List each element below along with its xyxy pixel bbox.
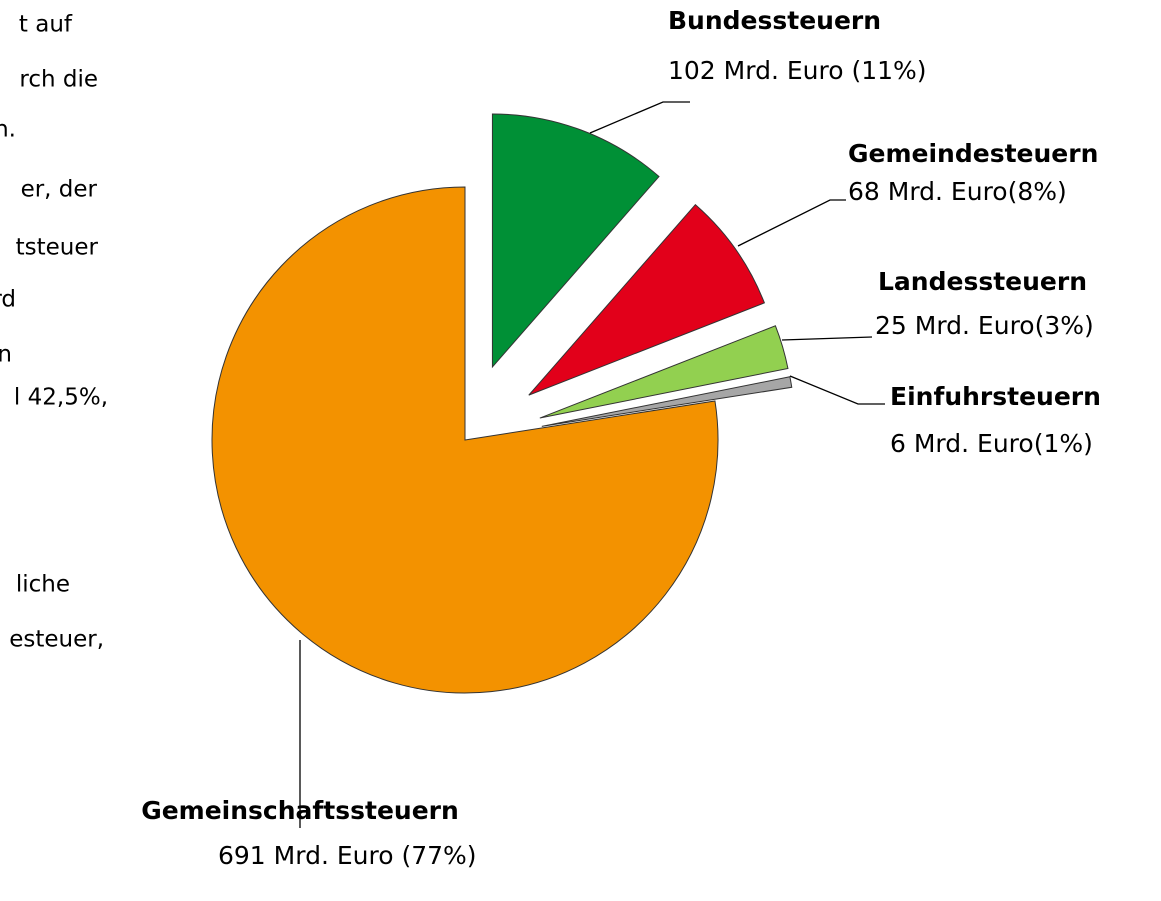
value-label: 691 Mrd. Euro (77%): [218, 841, 477, 870]
side-text: rd: [0, 287, 16, 313]
leader-line: [789, 375, 885, 405]
pie-slice: [528, 203, 766, 396]
category-label: Gemeinschaftssteuern: [141, 796, 459, 825]
leader-line: [589, 101, 690, 134]
side-text: n: [0, 342, 12, 368]
category-label: Landessteuern: [878, 267, 1087, 296]
value-label: 6 Mrd. Euro(1%): [890, 429, 1093, 458]
pie-slice: [541, 376, 793, 427]
side-text: t auf: [19, 12, 73, 38]
leader-line: [737, 199, 846, 247]
leader-line: [781, 336, 873, 341]
category-label: Bundessteuern: [668, 6, 881, 35]
value-label: 102 Mrd. Euro (11%): [668, 56, 927, 85]
side-text: er, der: [21, 177, 98, 203]
pie-slice: [491, 113, 660, 369]
side-text: esteuer,: [9, 627, 104, 653]
pie-slice: [539, 325, 789, 419]
pie-slice: [211, 186, 719, 694]
side-text: rch die: [19, 67, 98, 93]
side-text: l 42,5%,: [14, 385, 108, 411]
side-text: n.: [0, 117, 16, 143]
category-label: Gemeindesteuern: [848, 139, 1098, 168]
value-label: 25 Mrd. Euro(3%): [875, 311, 1094, 340]
side-text: tsteuer: [16, 235, 99, 261]
category-label: Einfuhrsteuern: [890, 382, 1101, 411]
side-text: liche: [16, 572, 70, 598]
value-label: 68 Mrd. Euro(8%): [848, 177, 1067, 206]
